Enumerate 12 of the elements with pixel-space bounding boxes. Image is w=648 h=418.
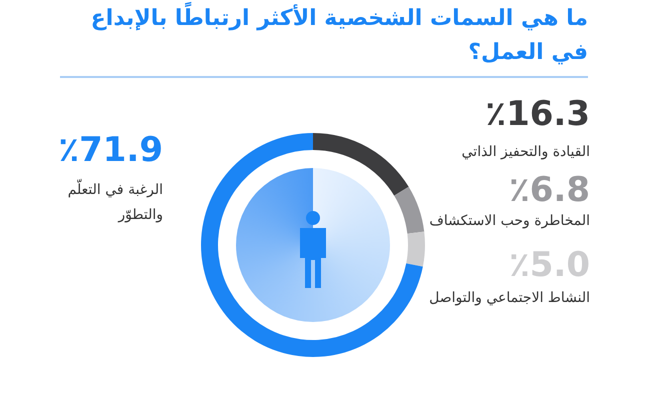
slice-label: النشاط الاجتماعي والتواصل <box>428 289 590 308</box>
data-label: ٪71.9 <box>58 130 163 170</box>
donut-slice <box>406 232 425 267</box>
slice-label: المخاطرة وحب الاستكشاف <box>428 212 590 231</box>
slice-label: القيادة والتحفيز الذاتي <box>460 143 590 162</box>
slice-label: الرغبة في التعلّم والتطوّر <box>66 178 163 225</box>
donut-slice <box>313 133 409 196</box>
data-label: ٪6.8 <box>509 170 590 210</box>
chart-title: ما هي السمات الشخصية الأكثر ارتباطًا بالإبداع في العمل؟ <box>90 2 588 67</box>
donut-slice <box>201 133 423 357</box>
data-label: ٪16.3 <box>485 94 590 134</box>
donut-slice <box>394 186 424 234</box>
